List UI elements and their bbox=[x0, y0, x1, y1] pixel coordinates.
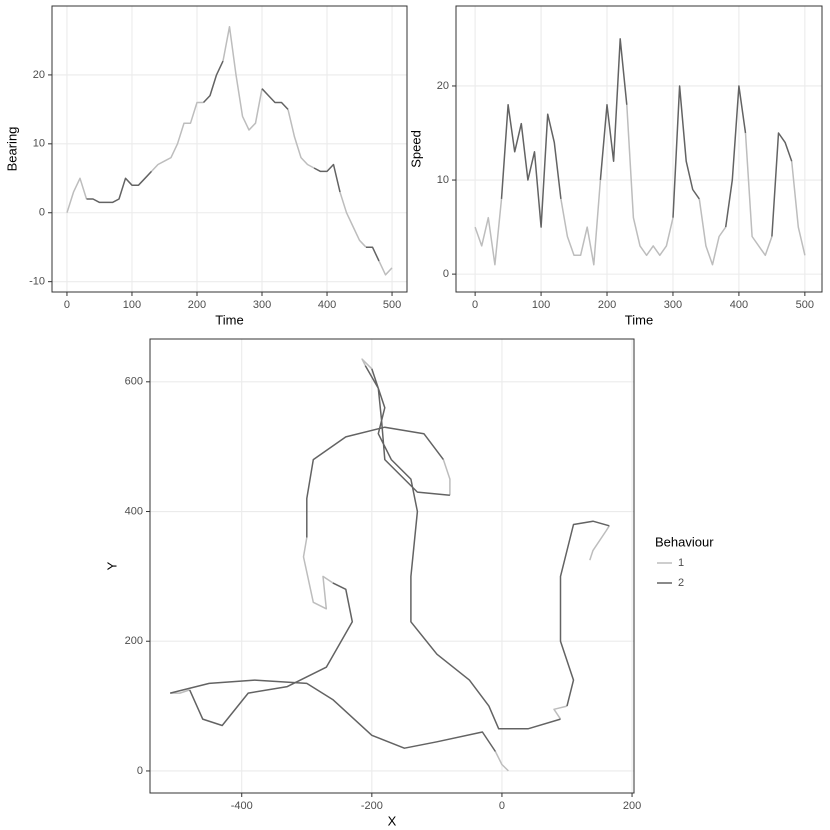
y-tick-label: 0 bbox=[39, 207, 45, 219]
y-tick-label: 0 bbox=[443, 268, 449, 280]
x-axis-title: Time bbox=[625, 312, 653, 327]
y-tick-label: 600 bbox=[125, 376, 143, 388]
y-tick-label: 20 bbox=[33, 69, 45, 81]
x-tick-label: 100 bbox=[532, 299, 550, 311]
x-tick-label: 300 bbox=[253, 299, 271, 311]
x-tick-label: 0 bbox=[499, 800, 505, 812]
panel-border bbox=[149, 338, 635, 794]
y-tick-label: 400 bbox=[125, 505, 143, 517]
panel-border bbox=[51, 5, 408, 293]
y-tick-label: -10 bbox=[29, 276, 45, 288]
series-line bbox=[474, 104, 806, 266]
x-axis-title: Time bbox=[215, 312, 243, 327]
x-tick-label: 400 bbox=[730, 299, 748, 311]
y-tick-label: 10 bbox=[33, 138, 45, 150]
panel-background bbox=[150, 339, 634, 793]
y-axis-title: Speed bbox=[408, 130, 423, 168]
y-tick-label: 0 bbox=[137, 765, 143, 777]
x-axis-title: X bbox=[388, 813, 397, 828]
series-line bbox=[86, 60, 380, 262]
series-line bbox=[66, 25, 393, 276]
x-tick-label: 200 bbox=[598, 299, 616, 311]
x-tick-label: -400 bbox=[231, 800, 253, 812]
series-line bbox=[170, 358, 610, 772]
legend-title: Behaviour bbox=[655, 534, 714, 549]
x-tick-label: 0 bbox=[472, 299, 478, 311]
x-tick-label: 500 bbox=[383, 299, 401, 311]
x-tick-label: 0 bbox=[64, 299, 70, 311]
series-line bbox=[170, 365, 610, 752]
y-tick-label: 20 bbox=[437, 80, 449, 92]
x-tick-label: 200 bbox=[188, 299, 206, 311]
x-tick-label: 500 bbox=[796, 299, 814, 311]
x-tick-label: 300 bbox=[664, 299, 682, 311]
x-tick-label: 400 bbox=[318, 299, 336, 311]
x-tick-label: -200 bbox=[361, 800, 383, 812]
y-tick-label: 200 bbox=[125, 635, 143, 647]
y-tick-label: 10 bbox=[437, 174, 449, 186]
panel-background bbox=[52, 6, 407, 292]
y-axis-title: Bearing bbox=[4, 127, 19, 172]
x-tick-label: 200 bbox=[623, 800, 641, 812]
x-tick-label: 100 bbox=[123, 299, 141, 311]
legend-label: 1 bbox=[678, 557, 684, 569]
series-line bbox=[500, 38, 793, 237]
legend-label: 2 bbox=[678, 577, 684, 589]
y-axis-title: Y bbox=[104, 561, 119, 570]
panel-border bbox=[455, 5, 823, 293]
